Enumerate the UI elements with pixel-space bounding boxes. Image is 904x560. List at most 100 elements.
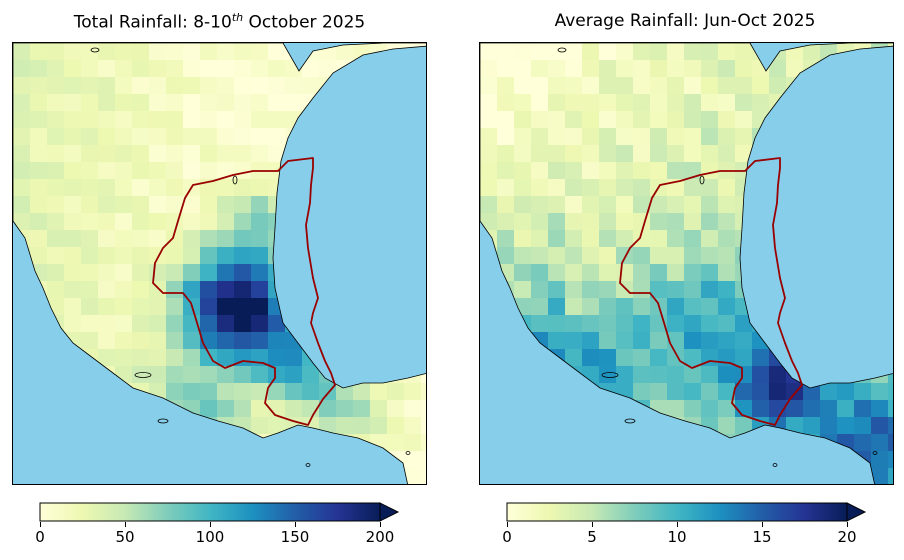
left-grid-cell xyxy=(115,264,133,282)
left-grid-cell xyxy=(98,196,116,214)
left-grid-cell xyxy=(217,60,235,78)
left-grid-cell xyxy=(268,111,286,129)
right-grid-cell xyxy=(599,281,617,299)
left-grid-cell xyxy=(285,383,303,401)
right-grid-cell xyxy=(531,60,549,78)
left-grid-cell xyxy=(30,111,48,129)
right-grid-cell xyxy=(701,94,719,112)
right-grid-cell xyxy=(497,111,515,129)
left-title-suffix: October 2025 xyxy=(243,12,366,33)
left-coastline xyxy=(13,43,426,484)
right-grid-cell xyxy=(616,264,634,282)
right-grid-cell xyxy=(735,417,753,435)
right-grid-cell xyxy=(803,383,821,401)
right-grid-cell xyxy=(616,111,634,129)
right-grid-cell xyxy=(565,264,583,282)
right-grid-cell xyxy=(667,77,685,95)
left-grid-cell xyxy=(251,264,269,282)
right-grid-cell xyxy=(718,43,736,61)
right-colorbar-tick-mark xyxy=(507,522,508,527)
right-grid-cell xyxy=(633,298,651,316)
right-grid-cell xyxy=(854,383,872,401)
left-grid-cell xyxy=(268,417,286,435)
left-grid-cell xyxy=(149,349,167,367)
right-grid-cell xyxy=(633,60,651,78)
right-grid-cell xyxy=(633,332,651,350)
left-grid-cell xyxy=(200,349,218,367)
left-grid-cell xyxy=(404,468,422,484)
left-grid-cell xyxy=(217,332,235,350)
left-grid-cell xyxy=(64,298,82,316)
right-grid-cell xyxy=(531,264,549,282)
left-grid-cell xyxy=(200,264,218,282)
right-grid-cell xyxy=(803,417,821,435)
left-grid-cell xyxy=(166,145,184,163)
left-grid-cell xyxy=(251,179,269,197)
left-grid-cell xyxy=(132,196,150,214)
left-grid-cell xyxy=(149,94,167,112)
right-grid-cell xyxy=(871,383,889,401)
right-grid-cell xyxy=(599,145,617,163)
left-colorbar-extend-arrow xyxy=(379,502,400,522)
left-grid-cell xyxy=(98,111,116,129)
right-grid-cell xyxy=(480,128,498,146)
left-grid-cell xyxy=(149,332,167,350)
right-grid-cell xyxy=(599,264,617,282)
left-grid-cell xyxy=(183,128,201,146)
left-grid-cell xyxy=(149,315,167,333)
right-grid-cell xyxy=(565,213,583,231)
left-grid-cell xyxy=(285,77,303,95)
left-grid-cell xyxy=(200,128,218,146)
left-grid-cell xyxy=(166,60,184,78)
left-grid-cell xyxy=(64,128,82,146)
left-grid-cell xyxy=(98,264,116,282)
left-grid-cell xyxy=(30,179,48,197)
right-grid-cell xyxy=(633,145,651,163)
right-grid-cell xyxy=(514,230,532,248)
left-grid-cell xyxy=(98,145,116,163)
right-grid-cell xyxy=(871,417,889,435)
right-grid-cell xyxy=(633,264,651,282)
right-grid-cell xyxy=(718,60,736,78)
right-grid-cell xyxy=(701,366,719,384)
left-grid-cell xyxy=(234,230,252,248)
right-grid-cell xyxy=(650,383,668,401)
right-grid-cell xyxy=(616,77,634,95)
left-grid-cell xyxy=(217,315,235,333)
left-grid-cell xyxy=(81,145,99,163)
right-grid-cell xyxy=(480,179,498,197)
right-grid-cell xyxy=(667,196,685,214)
left-grid-cell xyxy=(217,247,235,265)
left-grid-cell xyxy=(115,247,133,265)
right-grid-cell xyxy=(718,264,736,282)
left-grid-cell xyxy=(200,366,218,384)
right-grid-cell xyxy=(582,332,600,350)
right-grid-cell xyxy=(701,60,719,78)
left-grid-cell xyxy=(64,179,82,197)
left-grid-cell xyxy=(115,196,133,214)
right-grid-cell xyxy=(684,298,702,316)
right-grid-cell xyxy=(497,162,515,180)
right-grid-cell xyxy=(667,298,685,316)
right-grid-cell xyxy=(616,145,634,163)
left-grid-cell xyxy=(183,383,201,401)
right-colorbar-tick-label: 20 xyxy=(837,528,857,546)
right-grid-cell xyxy=(786,417,804,435)
left-grid-cell xyxy=(234,332,252,350)
right-grid-cell xyxy=(565,281,583,299)
left-grid-cell xyxy=(251,281,269,299)
right-grid-cell xyxy=(514,196,532,214)
right-grid-cell xyxy=(735,332,753,350)
right-colorbar-tick-label: 0 xyxy=(502,528,512,546)
right-grid-cell xyxy=(514,281,532,299)
left-grid-cell xyxy=(302,60,320,78)
left-grid-cell xyxy=(217,281,235,299)
left-grid-cell xyxy=(370,383,388,401)
left-grid-cell xyxy=(132,281,150,299)
right-grid-cell xyxy=(616,315,634,333)
right-grid-cell xyxy=(820,400,838,418)
right-grid-cell xyxy=(497,145,515,163)
right-grid-cell xyxy=(718,94,736,112)
right-grid-cell xyxy=(531,196,549,214)
right-grid-cell xyxy=(650,145,668,163)
